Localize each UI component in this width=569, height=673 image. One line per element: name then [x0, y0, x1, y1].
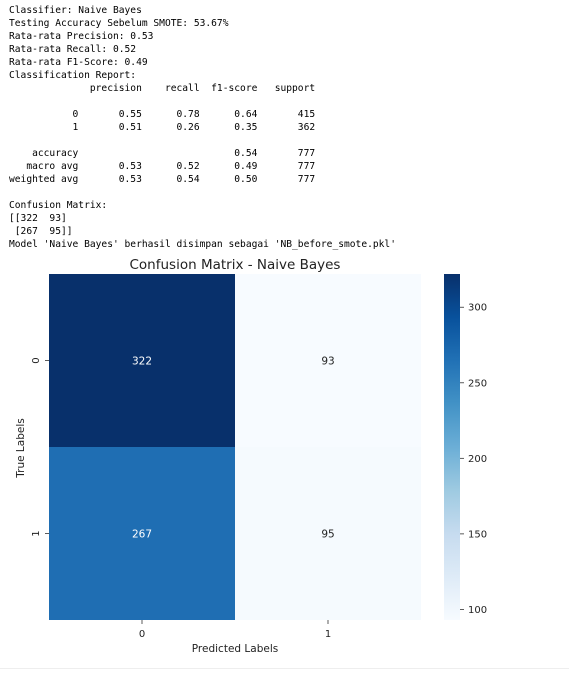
output-divider — [0, 668, 569, 669]
heatmap-cell-1-0 — [49, 447, 235, 620]
chart-title: Confusion Matrix - Naive Bayes — [130, 257, 341, 273]
heatmap-cell-1-1 — [235, 447, 421, 620]
cell-annotation-1-1: 95 — [321, 529, 334, 541]
confusion-matrix-chart: Confusion Matrix - Naive Bayes 322 93 267 9… — [15, 257, 487, 655]
colorbar-tick-label: 200 — [468, 454, 487, 465]
y-tick-label: 0 — [31, 357, 42, 363]
colorbar-tick-label: 300 — [468, 303, 487, 314]
colorbar — [444, 274, 460, 620]
cell-annotation-0-0: 322 — [132, 356, 152, 368]
x-tick-label: 1 — [325, 629, 331, 640]
x-tick-label: 0 — [139, 629, 145, 640]
heatmap-cell-0-1 — [235, 274, 421, 447]
x-axis-label: Predicted Labels — [192, 643, 278, 655]
console-output: Classifier: Naive Bayes Testing Accuracy… — [9, 5, 396, 250]
colorbar-tick-label: 250 — [468, 378, 487, 389]
y-tick-label: 1 — [31, 530, 42, 536]
colorbar-tick-label: 150 — [468, 529, 487, 540]
colorbar-tick-label: 100 — [468, 605, 487, 616]
y-axis-label: True Labels — [15, 418, 27, 478]
cell-annotation-0-1: 93 — [321, 356, 334, 368]
cell-annotation-1-0: 267 — [132, 529, 152, 541]
heatmap-cell-0-0 — [49, 274, 235, 447]
